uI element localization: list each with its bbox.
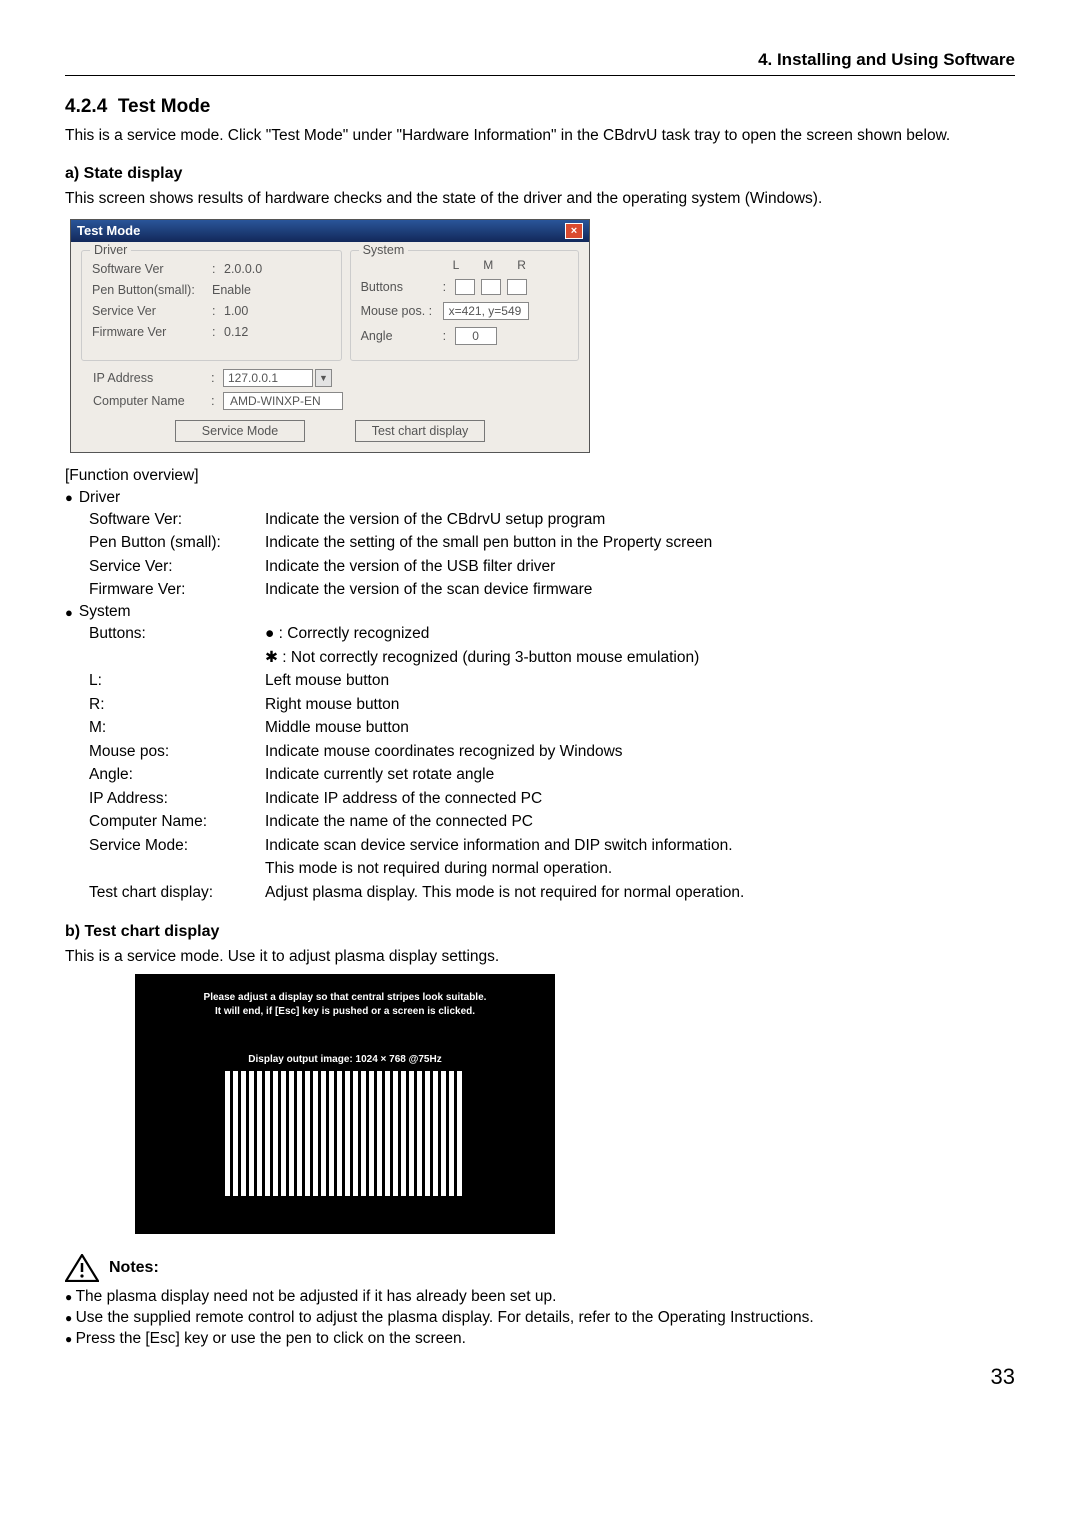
fn-key: Service Ver: <box>89 556 265 578</box>
function-overview-label: [Function overview] <box>65 467 1015 485</box>
buttons-label: Buttons <box>361 280 443 294</box>
fn-value: Right mouse button <box>265 694 1015 716</box>
fn-key: Service Mode: <box>89 835 265 857</box>
mouse-pos-label: Mouse pos. : <box>361 304 443 318</box>
computer-name-value[interactable]: AMD-WINXP-EN <box>223 392 343 410</box>
fn-value: Indicate the name of the connected PC <box>265 811 1015 833</box>
lmr-r: R <box>517 258 526 272</box>
fn-key: Test chart display: <box>89 882 265 904</box>
fn-key: M: <box>89 717 265 739</box>
service-mode-button[interactable]: Service Mode <box>175 420 305 442</box>
chart-line2: It will end, if [Esc] key is pushed or a… <box>215 1006 475 1017</box>
ip-value[interactable]: 127.0.0.1 <box>223 369 313 387</box>
note-line: Press the [Esc] key or use the pen to cl… <box>65 1330 1015 1348</box>
notes-list: The plasma display need not be adjusted … <box>65 1288 1015 1348</box>
fn-value: Indicate the setting of the small pen bu… <box>265 532 1015 554</box>
section-name: Test Mode <box>118 96 211 117</box>
computer-name-label: Computer Name <box>93 394 211 408</box>
notes-label: Notes: <box>109 1259 159 1277</box>
notes-heading: Notes: <box>65 1254 1015 1282</box>
stripe-pattern <box>225 1071 465 1196</box>
button-r-box <box>507 279 527 295</box>
sub-b-text: This is a service mode. Use it to adjust… <box>65 945 1015 968</box>
fn-key: Angle: <box>89 764 265 786</box>
test-chart-display-button[interactable]: Test chart display <box>355 420 485 442</box>
firmware-ver-label: Firmware Ver <box>92 325 212 339</box>
section-number: 4.2.4 <box>65 96 107 117</box>
fn-key: Pen Button (small): <box>89 532 265 554</box>
driver-legend: Driver <box>90 243 131 257</box>
lmr-m: M <box>483 258 493 272</box>
test-chart-screenshot: Please adjust a display so that central … <box>135 974 555 1234</box>
dialog-title: Test Mode <box>77 223 140 238</box>
driver-group: Driver Software Ver:2.0.0.0 Pen Button(s… <box>81 250 342 361</box>
sub-a-text: This screen shows results of hardware ch… <box>65 187 1015 210</box>
system-group: System L M R Buttons: Mouse pos. : x=421… <box>350 250 579 361</box>
fn-key: L: <box>89 670 265 692</box>
fn-value: Indicate mouse coordinates recognized by… <box>265 741 1015 763</box>
fn-value: ✱ : Not correctly recognized (during 3-b… <box>265 647 1015 669</box>
fn-key: Software Ver: <box>89 509 265 531</box>
chevron-down-icon[interactable]: ▼ <box>315 369 332 387</box>
note-line: Use the supplied remote control to adjus… <box>65 1309 1015 1327</box>
angle-value: 0 <box>455 327 497 345</box>
fn-value: This mode is not required during normal … <box>265 858 1015 880</box>
fn-value: Indicate IP address of the connected PC <box>265 788 1015 810</box>
pen-button-label: Pen Button(small): <box>92 283 212 297</box>
system-bullet-head: System <box>65 603 1015 621</box>
fn-driver-table: Software Ver:Indicate the version of the… <box>89 509 1015 602</box>
close-icon[interactable]: × <box>565 223 583 239</box>
pen-button-value: Enable <box>212 283 251 297</box>
ip-label: IP Address <box>93 371 211 385</box>
fn-key: Mouse pos: <box>89 741 265 763</box>
fn-value: Indicate scan device service information… <box>265 835 1015 857</box>
dialog-titlebar: Test Mode × <box>71 220 589 242</box>
fn-key: Computer Name: <box>89 811 265 833</box>
chart-line1: Please adjust a display so that central … <box>204 992 487 1003</box>
test-mode-dialog: Test Mode × Driver Software Ver:2.0.0.0 … <box>70 219 590 453</box>
fn-value: Indicate the version of the scan device … <box>265 579 1015 601</box>
fn-value: Indicate the version of the USB filter d… <box>265 556 1015 578</box>
software-ver-label: Software Ver <box>92 262 212 276</box>
chart-info: Display output image: 1024 × 768 @75Hz <box>248 1054 441 1065</box>
firmware-ver-value: 0.12 <box>224 325 248 339</box>
fn-key: Firmware Ver: <box>89 579 265 601</box>
fn-value: Indicate the version of the CBdrvU setup… <box>265 509 1015 531</box>
service-ver-label: Service Ver <box>92 304 212 318</box>
system-legend: System <box>359 243 409 257</box>
fn-system-table: Buttons:● : Correctly recognized✱ : Not … <box>89 623 1015 904</box>
fn-value: Indicate currently set rotate angle <box>265 764 1015 786</box>
breadcrumb: 4. Installing and Using Software <box>758 50 1015 69</box>
fn-value: Middle mouse button <box>265 717 1015 739</box>
fn-value: Adjust plasma display. This mode is not … <box>265 882 1015 904</box>
sub-b-title: b) Test chart display <box>65 923 1015 941</box>
section-intro: This is a service mode. Click "Test Mode… <box>65 124 1015 147</box>
lmr-l: L <box>453 258 460 272</box>
fn-key <box>89 647 265 669</box>
sub-a-title: a) State display <box>65 165 1015 183</box>
driver-bullet-head: Driver <box>65 489 1015 507</box>
warning-icon <box>65 1254 99 1282</box>
page-number: 33 <box>65 1364 1015 1390</box>
angle-label: Angle <box>361 329 443 343</box>
button-m-box <box>481 279 501 295</box>
section-title: 4.2.4 Test Mode <box>65 96 1015 118</box>
software-ver-value: 2.0.0.0 <box>224 262 262 276</box>
service-ver-value: 1.00 <box>224 304 248 318</box>
fn-value: ● : Correctly recognized <box>265 623 1015 645</box>
note-line: The plasma display need not be adjusted … <box>65 1288 1015 1306</box>
fn-key <box>89 858 265 880</box>
fn-key: R: <box>89 694 265 716</box>
fn-key: IP Address: <box>89 788 265 810</box>
mouse-pos-value: x=421, y=549 <box>443 302 529 320</box>
button-l-box <box>455 279 475 295</box>
fn-value: Left mouse button <box>265 670 1015 692</box>
fn-key: Buttons: <box>89 623 265 645</box>
